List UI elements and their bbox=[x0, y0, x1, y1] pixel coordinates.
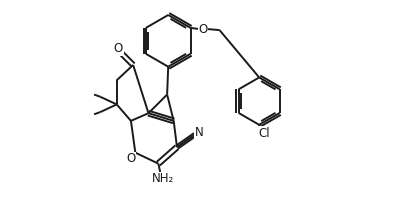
Text: O: O bbox=[126, 152, 136, 165]
Text: O: O bbox=[198, 22, 208, 36]
Text: N: N bbox=[194, 126, 203, 139]
Text: O: O bbox=[114, 42, 123, 56]
Text: NH₂: NH₂ bbox=[152, 172, 174, 185]
Text: Cl: Cl bbox=[259, 127, 270, 140]
